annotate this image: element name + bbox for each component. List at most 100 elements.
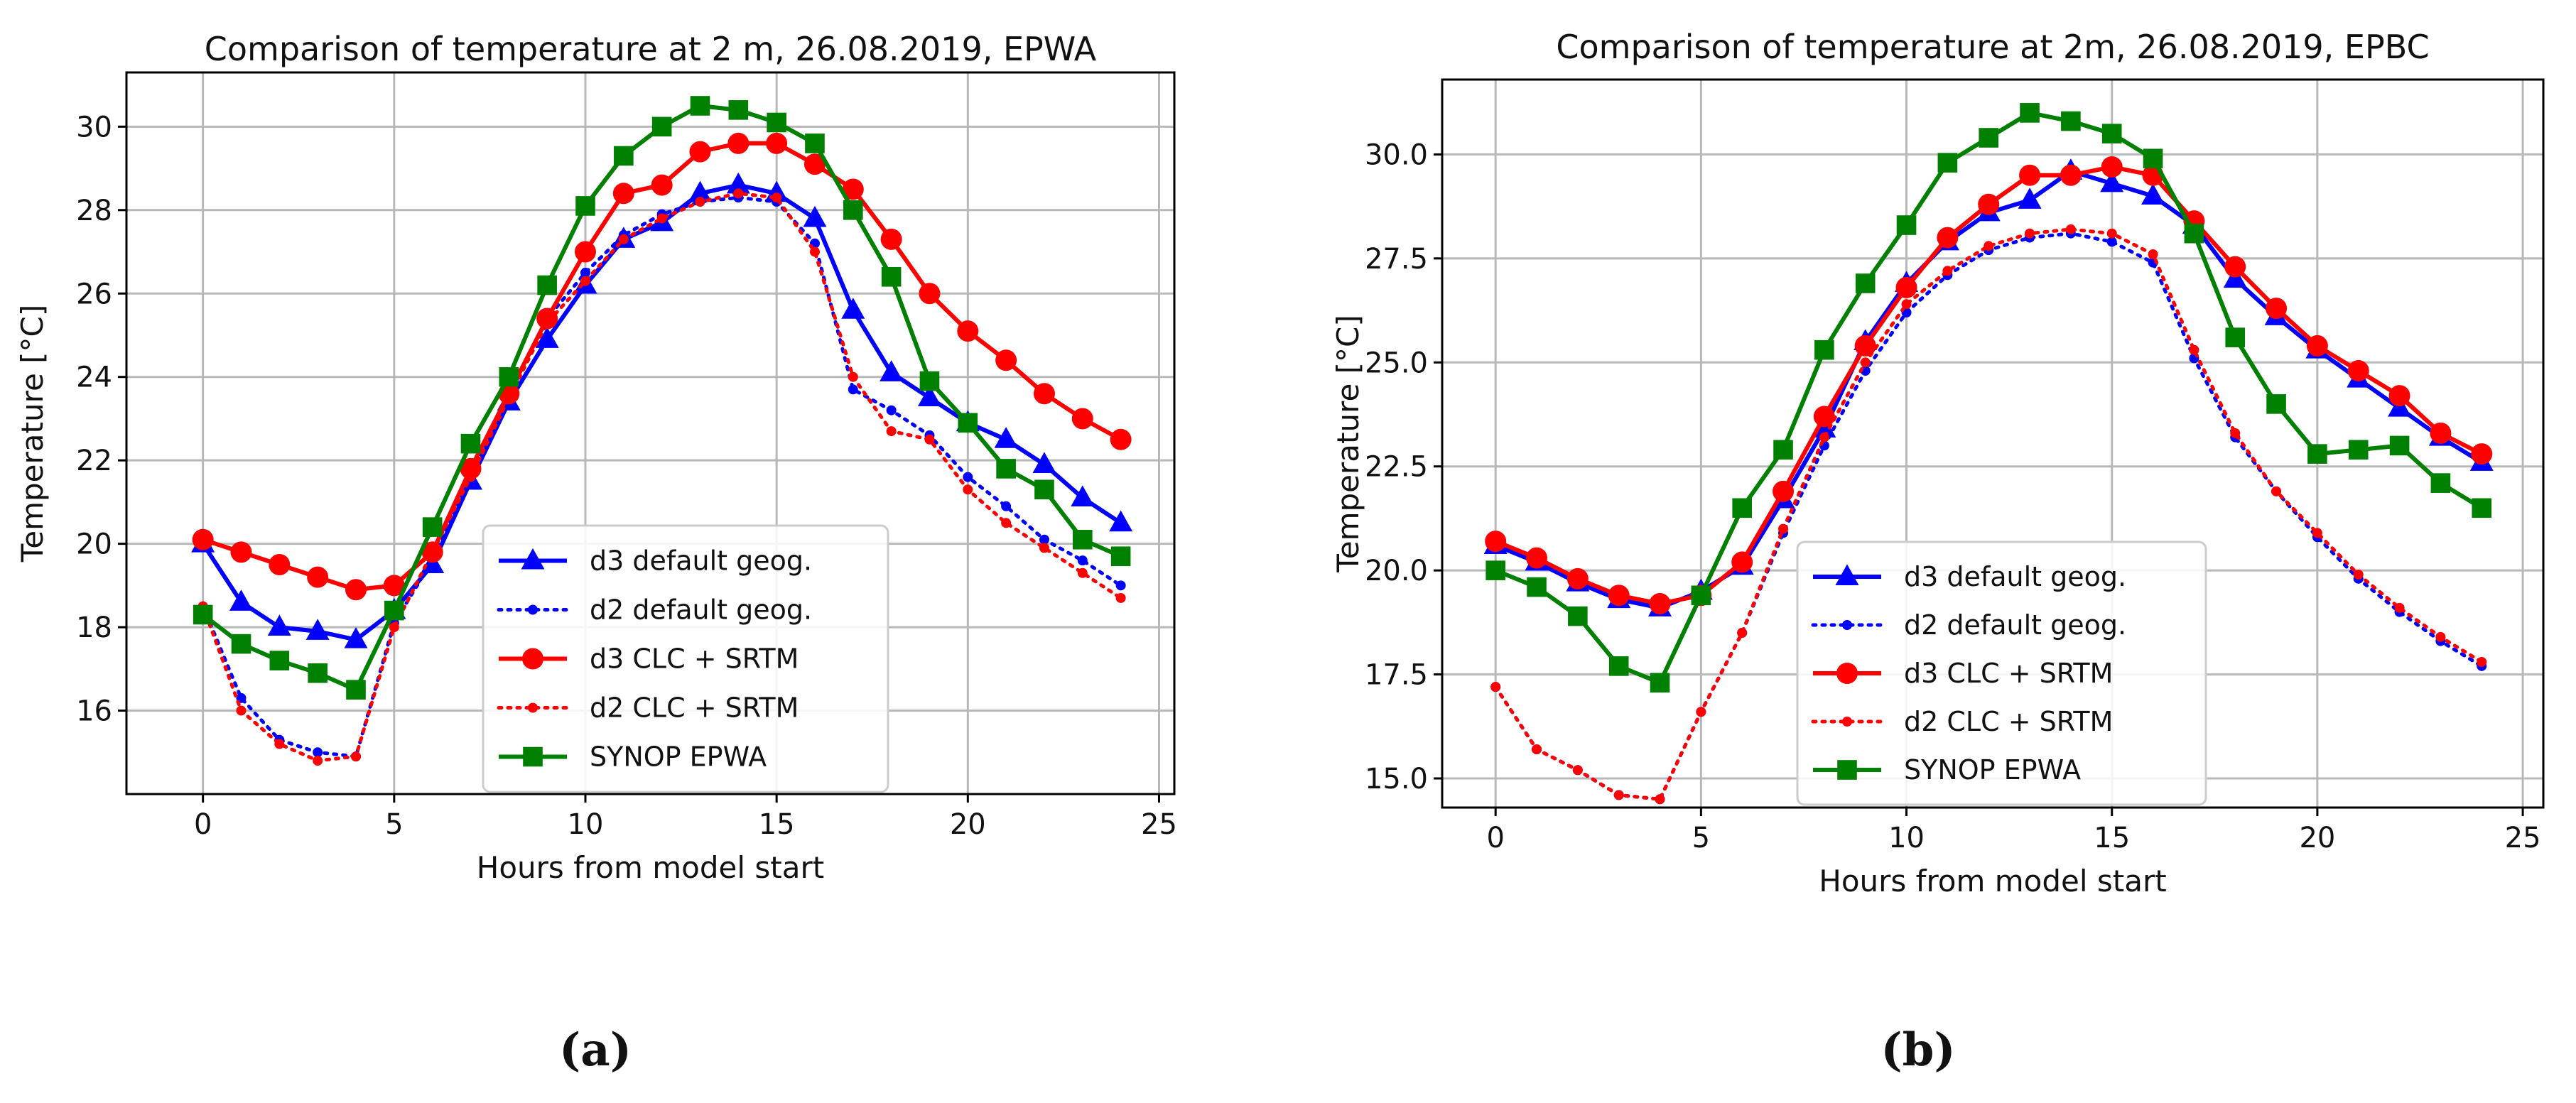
data-point: [924, 434, 935, 445]
legend-entry: d3 CLC + SRTM: [1904, 658, 2113, 689]
x-tick-label: 25: [1141, 808, 1177, 841]
data-point: [1855, 273, 1876, 293]
x-tick-label: 25: [2505, 822, 2541, 854]
data-point: [848, 384, 858, 395]
data-point: [2019, 164, 2041, 186]
series-d3-clc-srtm: [192, 132, 1132, 601]
data-point: [1655, 794, 1665, 805]
data-point: [2348, 440, 2369, 460]
y-tick-label: 22.5: [1365, 451, 1428, 484]
x-tick-label: 0: [194, 808, 212, 841]
data-point: [192, 528, 214, 550]
data-point: [841, 298, 865, 319]
chart-title: Comparison of temperature at 2m, 26.08.2…: [1556, 28, 2429, 66]
data-point: [733, 188, 744, 199]
data-point: [1566, 567, 1589, 589]
legend: d3 default geog. d2 default geog. d3 CLC +…: [1796, 540, 2207, 806]
data-point: [688, 180, 712, 202]
x-tick-label: 10: [568, 808, 604, 841]
y-tick-label: 16: [76, 695, 112, 728]
x-tick-label: 0: [1486, 822, 1504, 854]
data-point: [880, 360, 904, 381]
data-point: [1896, 215, 1917, 235]
data-point: [231, 634, 251, 654]
data-point: [963, 484, 973, 495]
y-tick-label: 22: [76, 445, 112, 477]
data-point: [1115, 580, 1126, 591]
data-point: [766, 132, 788, 154]
y-tick-label: 30: [76, 111, 112, 143]
legend: d3 default geog. d2 default geog. d3 CLC +…: [482, 524, 889, 793]
data-point: [1984, 241, 1994, 251]
data-point: [689, 141, 711, 163]
y-tick-label: 30.0: [1365, 138, 1428, 171]
data-point: [2306, 335, 2328, 357]
data-point: [1001, 501, 1012, 511]
data-point: [1778, 523, 1789, 534]
legend-entry: d2 default geog.: [590, 594, 812, 626]
chart-title: Comparison of temperature at 2 m, 26.08.…: [205, 30, 1097, 68]
data-point: [1527, 577, 1547, 597]
data-point: [269, 651, 290, 670]
data-point: [308, 663, 328, 683]
chart-panel-b: 0 5 10 15 20 25 15.0 17.5 20.0 22.5 25.0 27.5 30.0 Co…: [1331, 28, 2545, 1077]
data-point: [460, 457, 482, 479]
data-point: [1979, 128, 1999, 148]
x-tick-label: 15: [759, 808, 795, 841]
y-tick-label: 20: [76, 528, 112, 561]
data-point: [1691, 585, 1711, 606]
data-point: [346, 680, 366, 700]
data-point: [919, 283, 941, 305]
data-point: [1039, 534, 1049, 545]
data-point: [1077, 555, 1088, 566]
chart-panel-a: 0 5 10 15 20 25 16 18 20 22 24 26 28 30 Comparison of …: [15, 30, 1177, 1077]
legend-marker: [1836, 663, 1858, 684]
data-point: [1937, 153, 1958, 173]
data-point: [2020, 103, 2040, 123]
legend-box: [1796, 540, 2207, 806]
data-point: [1813, 406, 1835, 428]
legend-marker: [528, 702, 538, 713]
series-line: [1495, 164, 2483, 607]
data-point: [848, 371, 858, 382]
data-point: [2271, 486, 2282, 496]
data-point: [274, 739, 285, 749]
x-tick-label: 20: [950, 808, 986, 841]
x-tick-label: 20: [2299, 822, 2335, 854]
legend-marker: [528, 604, 538, 615]
data-point: [1608, 656, 1629, 676]
legend-entry: d2 default geog.: [1904, 609, 2126, 641]
data-point: [383, 575, 405, 597]
y-tick-label: 15.0: [1365, 763, 1428, 795]
data-point: [1854, 335, 1876, 357]
data-point: [2061, 111, 2081, 131]
data-point: [1814, 339, 1834, 360]
data-point: [727, 132, 749, 154]
series-synop-epwa: [193, 96, 1131, 700]
data-point: [2101, 124, 2122, 143]
data-point: [767, 112, 786, 133]
data-point: [575, 196, 595, 216]
legend-entry: d3 default geog.: [1904, 561, 2126, 592]
data-point: [1032, 452, 1056, 474]
data-point: [803, 153, 826, 175]
data-point: [2389, 435, 2410, 456]
x-tick-label: 5: [385, 808, 403, 841]
data-point: [574, 241, 596, 263]
data-point: [2430, 422, 2452, 444]
data-point: [2106, 237, 2117, 247]
data-point: [2266, 394, 2286, 414]
data-point: [1110, 428, 1132, 450]
data-point: [2060, 164, 2082, 186]
data-point: [1773, 480, 1795, 502]
data-point: [236, 705, 247, 716]
data-point: [350, 751, 361, 762]
data-point: [958, 413, 978, 433]
data-point: [809, 246, 820, 257]
data-point: [728, 100, 749, 120]
data-point: [695, 197, 705, 207]
data-point: [2025, 228, 2035, 239]
series-d2-clc-srtm: [1490, 224, 2487, 805]
data-point: [2101, 156, 2123, 178]
y-tick-label: 18: [76, 612, 112, 644]
